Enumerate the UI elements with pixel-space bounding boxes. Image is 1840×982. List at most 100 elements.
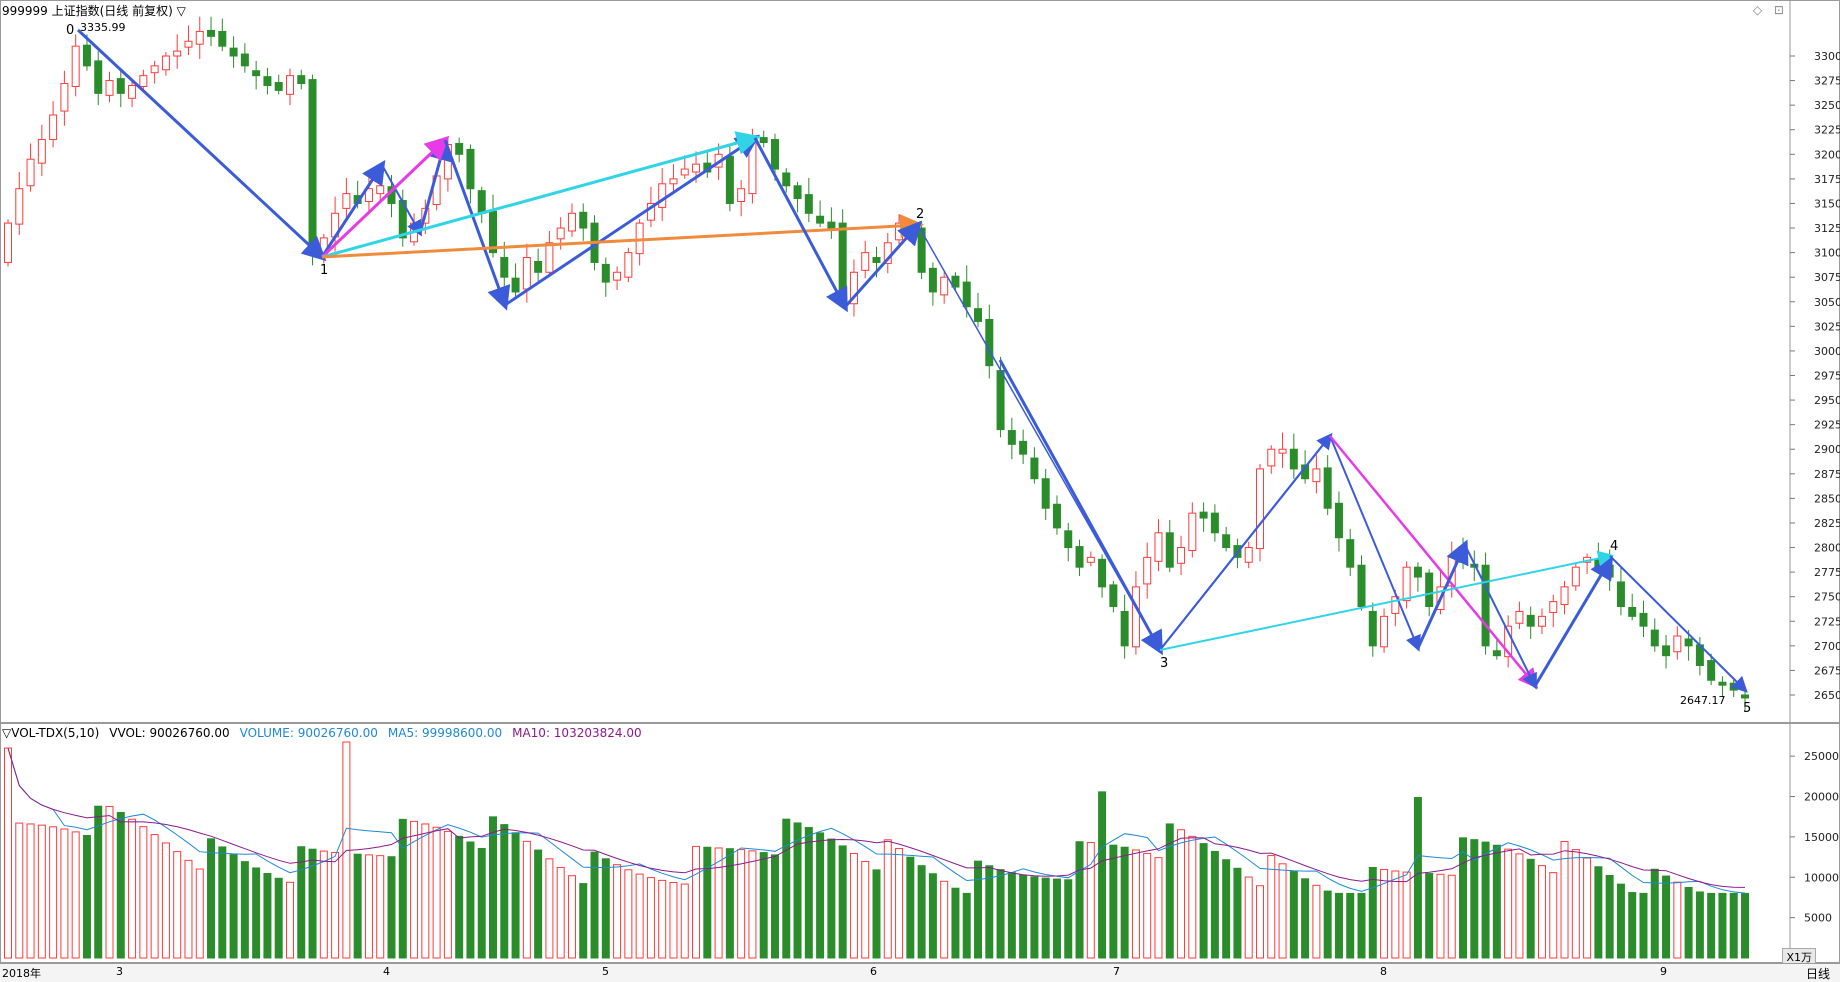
volume-bar	[522, 840, 531, 959]
candle-body	[1098, 558, 1107, 588]
candle-body	[500, 257, 509, 278]
candle-body	[624, 252, 633, 278]
candle-body	[1278, 448, 1287, 454]
candle-body	[1357, 564, 1366, 608]
wave-line-magenta	[1329, 435, 1539, 689]
volume-bar	[1583, 857, 1592, 959]
candle-body	[240, 53, 249, 67]
candle-body	[252, 70, 261, 77]
panel-window-icons[interactable]: ◇ ⊡	[1752, 3, 1788, 17]
volume-bar	[1334, 892, 1343, 959]
volume-panel[interactable]: 25000 20000 15000 10000 5000 ▽VOL-TDX(5,10) V…	[0, 723, 1840, 966]
price-tick-label: 3100	[1814, 247, 1840, 260]
volume-bar	[613, 864, 622, 959]
volume-bar	[1413, 797, 1422, 959]
volume-bar	[1109, 844, 1118, 959]
volume-bar	[816, 832, 825, 959]
wave-line	[1533, 554, 1614, 687]
volume-bar	[1233, 867, 1242, 959]
candle-body	[872, 257, 881, 263]
volume-tick-label: 10000	[1804, 871, 1839, 884]
candle-body	[567, 212, 576, 232]
volume-bar	[1357, 892, 1366, 959]
candle-body	[1571, 566, 1580, 587]
wave-label-5: 5	[1743, 701, 1751, 716]
candle-body	[1210, 512, 1219, 534]
volume-bar	[128, 818, 137, 959]
volume-bar	[1729, 892, 1738, 959]
candle-body	[1380, 615, 1389, 648]
volume-bar	[49, 826, 58, 959]
time-axis-bar[interactable]: 2018年 3 4 5 6 7 8 9 日线	[0, 963, 1840, 982]
period-button[interactable]: 日线	[1805, 967, 1830, 981]
volume-bar	[646, 877, 655, 959]
volume-bar	[60, 828, 69, 959]
candle-body	[782, 172, 791, 187]
candle-body	[748, 136, 757, 195]
volume-bar	[1177, 829, 1186, 959]
wave-line	[418, 136, 452, 234]
price-tick-label: 2800	[1814, 542, 1840, 555]
volume-bar	[150, 834, 159, 959]
candle-body	[1052, 503, 1061, 529]
wave-label-0: 0	[66, 23, 74, 38]
volume-bar	[274, 877, 283, 959]
volume-bar	[782, 818, 791, 959]
volume-bar	[1560, 840, 1569, 959]
wave-line	[1464, 544, 1537, 690]
volume-bar	[1143, 852, 1152, 959]
candle-body	[1425, 572, 1434, 608]
volume-bar	[1639, 892, 1648, 959]
candle-body	[105, 80, 114, 96]
volume-bar	[1007, 872, 1016, 959]
time-label-apr: 4	[383, 965, 390, 978]
candle-body	[985, 318, 994, 367]
price-tick-label: 2825	[1814, 517, 1840, 530]
volume-bar	[376, 855, 385, 959]
candle-body	[1188, 512, 1197, 551]
main-price-panel[interactable]: 3300 3275 3250 3225 3200 3175 3150 3125 3100 3075…	[0, 0, 1840, 723]
price-tick-label: 2900	[1814, 443, 1840, 456]
volume-chart[interactable]: 25000 20000 15000 10000 5000	[0, 723, 1840, 963]
candle-body	[511, 277, 520, 293]
candle-body	[342, 193, 351, 209]
low-price-label: 2647.17	[1680, 694, 1726, 707]
volume-bar	[1391, 870, 1400, 959]
candle-body	[838, 222, 847, 303]
volume-bar	[500, 824, 509, 959]
price-tick-label: 3150	[1814, 197, 1840, 210]
candle-body	[1267, 448, 1276, 467]
volume-bar	[489, 816, 498, 959]
candle-body	[680, 168, 689, 176]
volume-bar	[1616, 883, 1625, 959]
wave-line	[443, 139, 511, 311]
volume-tick-label: 25000	[1804, 750, 1839, 763]
price-tick-label: 3300	[1814, 50, 1840, 63]
candle-body	[1684, 638, 1693, 647]
volume-bar	[1323, 890, 1332, 959]
candle-body	[1662, 645, 1671, 657]
volume-bar	[139, 826, 148, 959]
candle-body	[1334, 502, 1343, 539]
indicator-name[interactable]: ▽VOL-TDX(5,10)	[2, 726, 100, 740]
candle-body	[1255, 468, 1264, 550]
volume-bar	[1098, 791, 1107, 959]
volume-tick-label: 15000	[1804, 831, 1839, 844]
candle-body	[669, 178, 678, 185]
volume-bar	[1504, 848, 1513, 959]
candlestick-chart[interactable]: 3300327532503225320031753150312531003075…	[0, 0, 1840, 723]
volume-bar	[838, 845, 847, 959]
volume-bar	[1515, 853, 1524, 959]
wave-label-4: 4	[1610, 539, 1618, 554]
chart-title[interactable]: 999999 上证指数(日线 前复权) ▽	[2, 4, 186, 18]
volume-bar	[680, 883, 689, 959]
volume-bar	[770, 854, 779, 959]
candle-body	[455, 142, 464, 155]
volume-bar	[804, 827, 813, 959]
volume-bar	[556, 866, 565, 959]
volume-bar	[669, 881, 678, 959]
volume-bar	[1289, 871, 1298, 959]
candle-body	[1143, 556, 1152, 585]
volume-bar	[545, 858, 554, 959]
wave-label-2: 2	[916, 207, 924, 222]
